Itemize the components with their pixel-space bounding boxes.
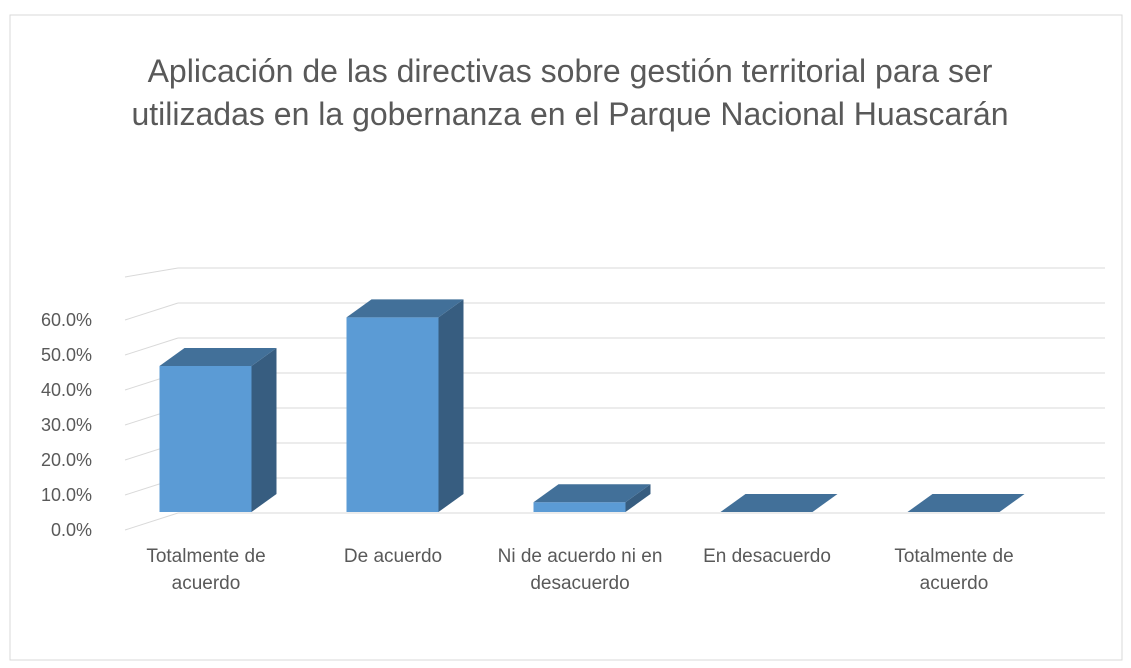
bar-top [533,484,651,503]
bar-top [720,494,838,512]
bar [533,484,651,512]
bar-front [533,502,626,512]
y-tick-label: 50.0% [40,345,92,365]
depth-grid-line [124,302,179,321]
bar-front [159,366,252,512]
bar-front [346,317,439,512]
y-tick-label: 30.0% [40,415,92,435]
depth-line [124,267,179,278]
x-tick-label: De acuerdo [343,546,443,567]
y-tick-label: 10.0% [40,485,92,505]
chart-title: Aplicación de las directivas sobre gesti… [131,53,1009,132]
bar-top [907,494,1025,512]
bar [159,348,277,512]
bar-side [438,299,464,512]
bar-top [159,348,277,367]
depth-grid-line [124,512,179,531]
bar [346,299,464,512]
bar [907,494,1025,512]
bar-side [625,484,651,512]
y-tick-label: 60.0% [40,310,92,330]
bar-top [346,299,464,318]
bar [720,494,838,512]
y-tick-label: 20.0% [40,450,92,470]
x-tick-label: Totalmente de acuerdo [894,546,1014,594]
y-tick-label: 0.0% [50,520,92,540]
x-tick-label: Ni de acuerdo ni en desacuerdo [497,546,663,594]
y-tick-label: 40.0% [40,380,92,400]
x-tick-label: Totalmente de acuerdo [146,546,266,594]
depth-grid-line [124,337,179,356]
x-tick-label: En desacuerdo [703,546,831,567]
bar-side [251,348,277,512]
